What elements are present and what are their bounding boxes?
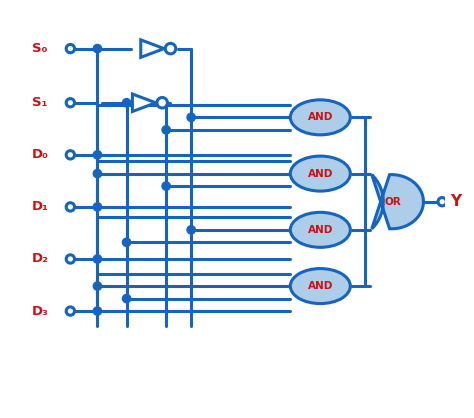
Circle shape: [66, 255, 74, 263]
Text: OR: OR: [385, 197, 401, 207]
Circle shape: [66, 150, 74, 159]
Circle shape: [93, 44, 101, 53]
Text: Y: Y: [450, 194, 462, 209]
Circle shape: [122, 99, 131, 107]
Polygon shape: [372, 175, 423, 229]
Circle shape: [66, 307, 74, 315]
Text: AND: AND: [308, 281, 333, 291]
Text: D₀: D₀: [32, 148, 49, 161]
Circle shape: [93, 255, 101, 263]
Circle shape: [122, 294, 131, 303]
Ellipse shape: [291, 212, 350, 247]
Text: AND: AND: [308, 168, 333, 178]
Ellipse shape: [291, 269, 350, 303]
Circle shape: [187, 226, 195, 234]
Text: S₀: S₀: [32, 42, 47, 55]
Circle shape: [93, 282, 101, 290]
Circle shape: [165, 43, 176, 54]
Circle shape: [162, 126, 170, 134]
Circle shape: [187, 113, 195, 122]
Polygon shape: [141, 40, 164, 57]
Circle shape: [122, 238, 131, 247]
Text: AND: AND: [308, 112, 333, 122]
Text: D₁: D₁: [32, 200, 49, 214]
Ellipse shape: [291, 100, 350, 135]
Circle shape: [66, 99, 74, 107]
Circle shape: [162, 182, 170, 190]
Text: S₁: S₁: [32, 96, 47, 109]
Circle shape: [157, 97, 167, 108]
Text: AND: AND: [308, 225, 333, 235]
Ellipse shape: [291, 156, 350, 191]
Circle shape: [93, 307, 101, 315]
Circle shape: [93, 169, 101, 178]
Circle shape: [66, 203, 74, 211]
Text: D₃: D₃: [32, 305, 49, 318]
Polygon shape: [132, 94, 156, 112]
Circle shape: [438, 198, 447, 206]
Circle shape: [66, 44, 74, 53]
Circle shape: [93, 150, 101, 159]
Circle shape: [93, 203, 101, 211]
Text: D₂: D₂: [32, 252, 49, 265]
